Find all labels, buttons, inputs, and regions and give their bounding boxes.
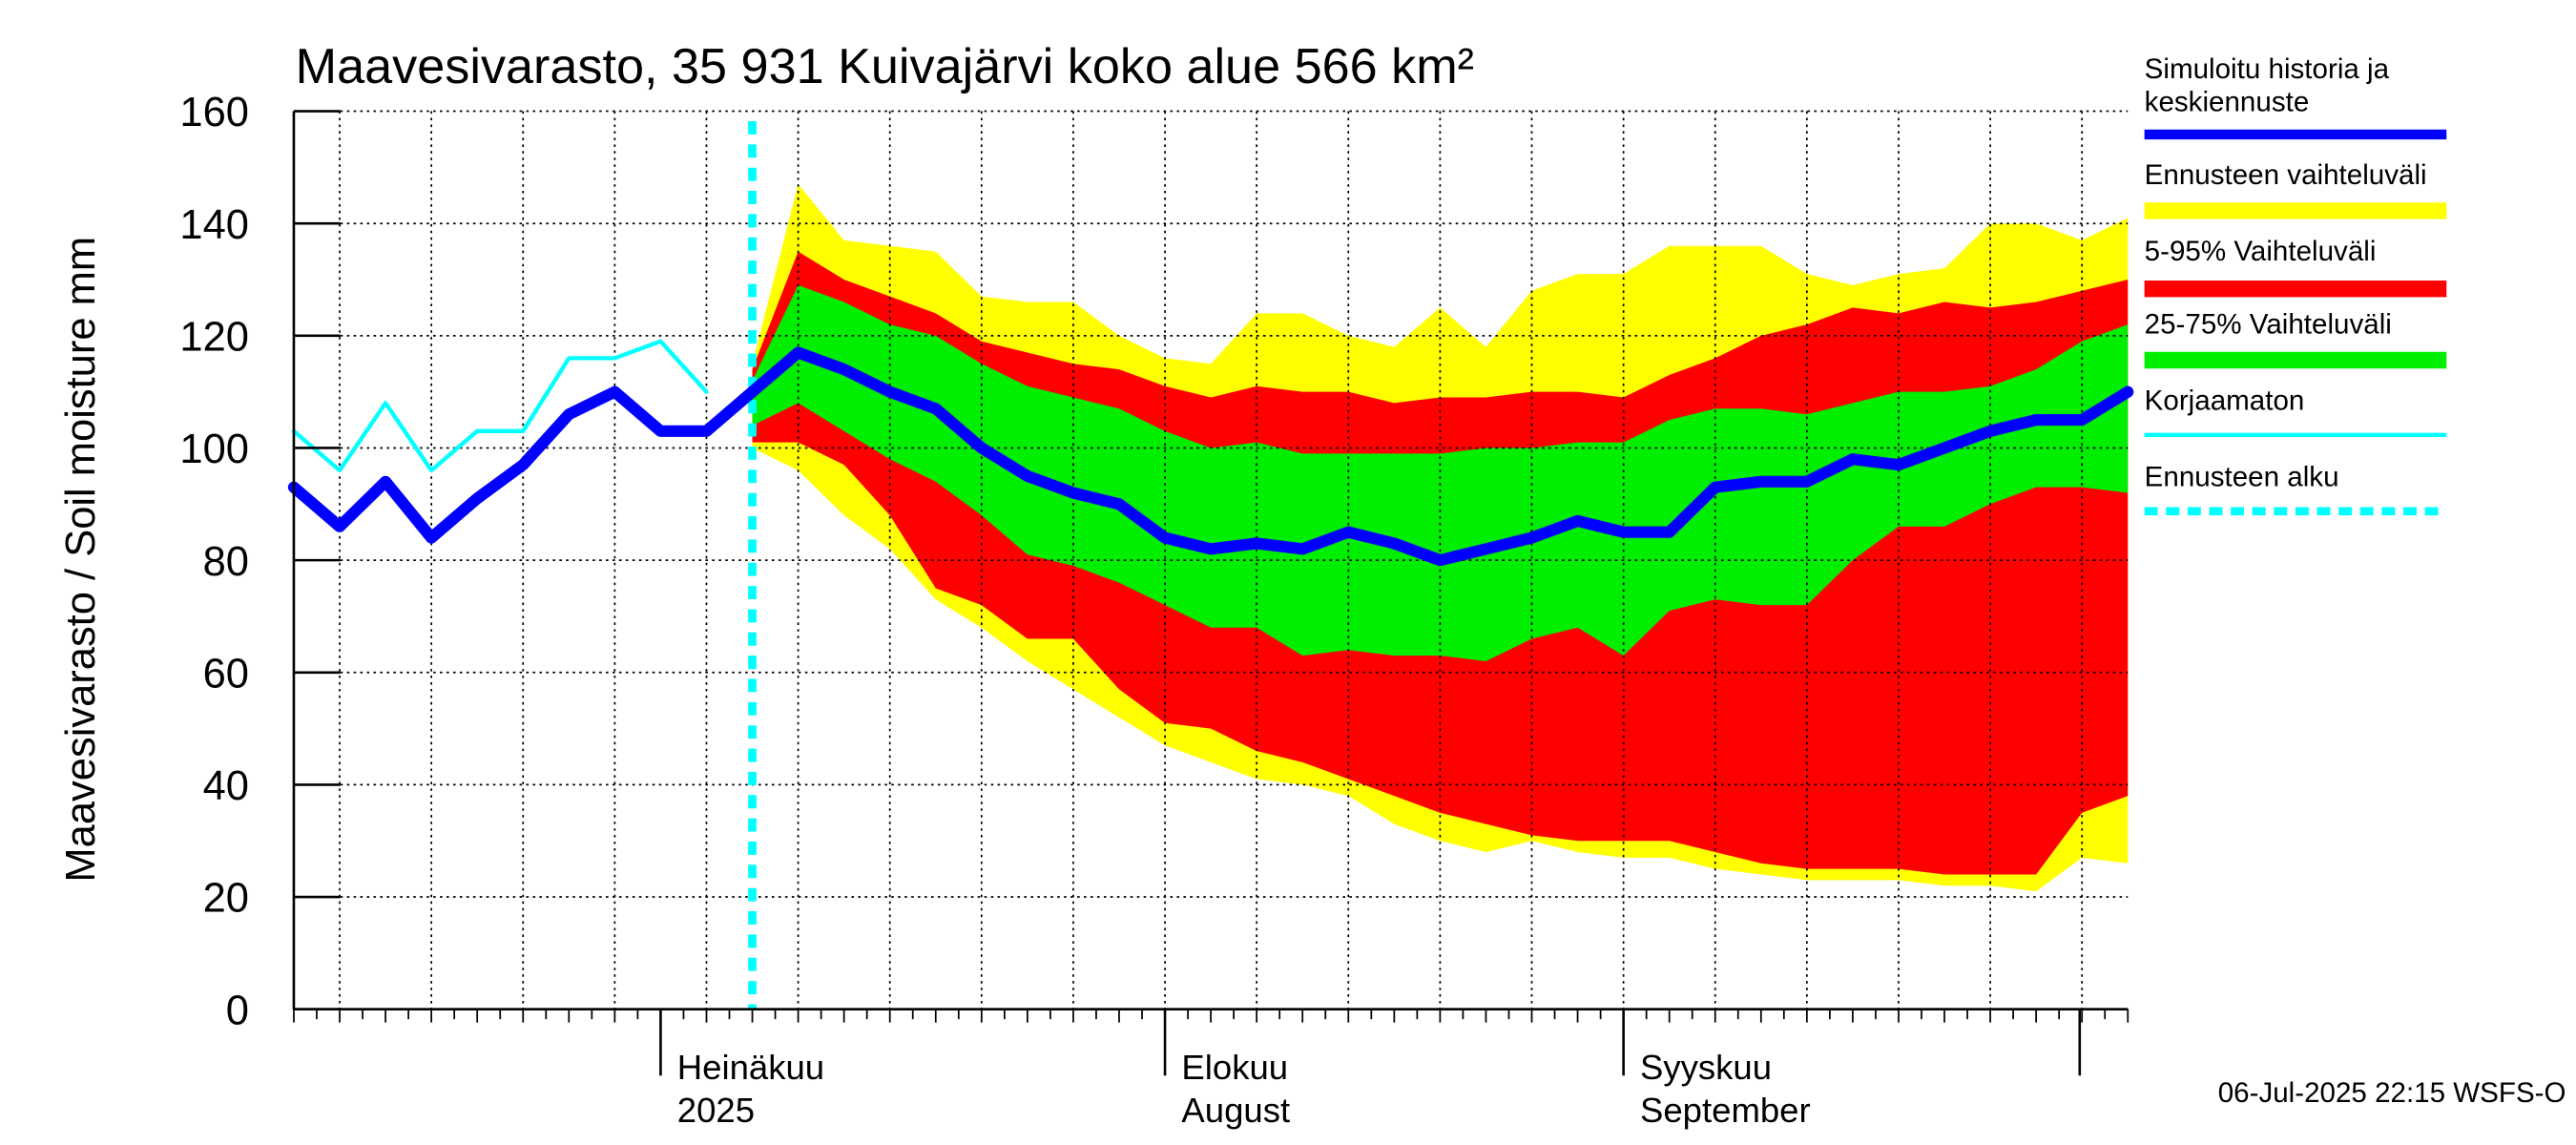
legend-label: Korjaamaton [2144, 385, 2305, 417]
y-tick-label: 60 [203, 651, 249, 697]
legend-label-box: 5-95% Vaihteluväli [2144, 236, 2377, 268]
legend-label-box: Ennusteen vaihteluväli [2144, 159, 2427, 192]
x-tick-label-2: August [1181, 1091, 1290, 1130]
y-tick-label: 140 [179, 202, 249, 248]
legend-label: 5-95% Vaihteluväli [2144, 236, 2377, 268]
legend-label: Simuloitu historia ja keskiennuste [2144, 52, 2390, 118]
x-tick-label: Syyskuu [1640, 1048, 1772, 1087]
legend-label-box: Korjaamaton [2144, 385, 2305, 417]
legend-label: Ennusteen vaihteluväli [2144, 159, 2427, 192]
y-tick-label: 100 [179, 427, 249, 472]
legend-label-box: Ennusteen alku [2144, 461, 2339, 493]
legend-label: Ennusteen alku [2144, 461, 2339, 493]
x-tick-label: Elokuu [1181, 1048, 1288, 1087]
plot-area: 0 20 40 60 80 100 120 140 160 Heinäkuu 2025 Elokuu A… [179, 90, 2134, 1130]
series-line [287, 346, 2134, 567]
y-tick-label: 160 [179, 90, 249, 135]
legend-label-box: 25-75% Vaihteluväli [2144, 308, 2392, 341]
x-tick-label-2: September [1640, 1091, 1811, 1130]
footer: 06-Jul-2025 22:15 WSFS-O [2218, 1077, 2566, 1109]
chart-title: Maavesivarasto, 35 931 Kuivajärvi koko a… [296, 39, 1474, 94]
legend: Simuloitu historia ja keskiennuste Ennust… [2144, 52, 2447, 516]
y-tick-label: 20 [203, 876, 249, 922]
y-tick-label: 120 [179, 314, 249, 360]
legend-label-box: Simuloitu historia ja keskiennuste [2144, 52, 2390, 118]
y-axis-label: Maavesivarasto / Soil moisture mm [58, 237, 104, 883]
x-tick-label: Heinäkuu [677, 1048, 824, 1087]
band-area [752, 284, 2129, 662]
series-line [291, 339, 709, 473]
y-tick-label: 0 [226, 988, 249, 1033]
legend-label: 25-75% Vaihteluväli [2144, 308, 2392, 341]
y-tick-label: 40 [203, 763, 249, 809]
y-tick-label: 80 [203, 539, 249, 585]
x-tick-label-2: 2025 [677, 1091, 755, 1130]
